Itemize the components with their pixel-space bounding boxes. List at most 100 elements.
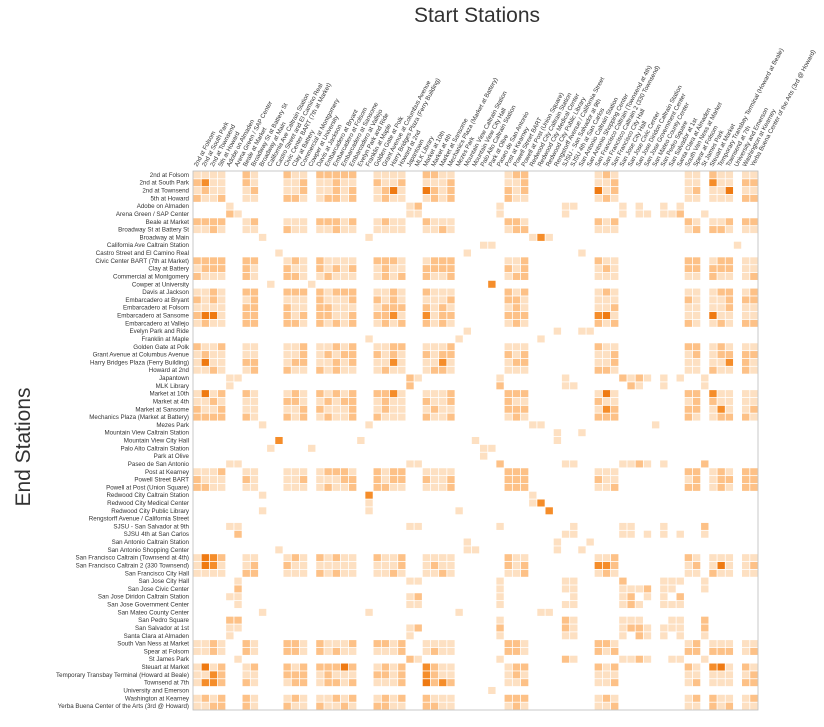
heatmap-cell (717, 483, 725, 491)
heatmap-cell (578, 327, 586, 335)
heatmap-cell (750, 483, 758, 491)
heatmap-cell (389, 702, 398, 710)
heatmap-cell (504, 702, 512, 710)
heatmap-cell (381, 312, 390, 320)
heatmap-cell (398, 351, 406, 359)
heatmap-cell (373, 468, 381, 476)
heatmap-cell (594, 296, 603, 304)
heatmap-cell (217, 468, 226, 476)
heatmap-cell (570, 460, 578, 468)
heatmap-cell (545, 507, 553, 515)
heatmap-cell (381, 218, 390, 226)
heatmap-cell (340, 304, 349, 312)
heatmap-cell (725, 366, 734, 374)
heatmap-cell (283, 187, 291, 195)
y-tick-label: Yerba Buena Center of the Arts (3rd @ Ho… (58, 703, 189, 710)
heatmap-cell (750, 640, 758, 648)
heatmap-cell (283, 702, 291, 710)
heatmap-cell (725, 561, 734, 569)
heatmap-cell (193, 265, 201, 273)
heatmap-cell (709, 226, 717, 234)
heatmap-cell (611, 694, 619, 702)
heatmap-cell (209, 358, 218, 366)
heatmap-cell (471, 546, 480, 554)
heatmap-cell (430, 405, 439, 413)
heatmap-cell (389, 561, 398, 569)
heatmap-cell (201, 405, 209, 413)
heatmap-cell (725, 312, 734, 320)
heatmap-cell (316, 343, 324, 351)
heatmap-cell (226, 460, 234, 468)
heatmap-cell (291, 179, 300, 187)
heatmap-cell (742, 296, 750, 304)
heatmap-cell (439, 194, 447, 202)
heatmap-cell (520, 179, 529, 187)
heatmap-cell (283, 647, 291, 655)
heatmap-cell (234, 460, 242, 468)
heatmap-cell (635, 655, 643, 663)
heatmap-cell (209, 483, 218, 491)
heatmap-cell (324, 304, 332, 312)
heatmap-cell (406, 522, 414, 530)
heatmap-cell (529, 491, 537, 499)
heatmap-cell (275, 546, 283, 554)
heatmap-cell (439, 319, 447, 327)
heatmap-cell (373, 476, 381, 484)
heatmap-cell (422, 561, 431, 569)
heatmap-cell (684, 272, 693, 280)
heatmap-cell (242, 468, 250, 476)
heatmap-cell (348, 312, 357, 320)
heatmap-cell (242, 351, 250, 359)
heatmap-cell (520, 351, 529, 359)
heatmap-cell (414, 601, 422, 609)
y-tick-label: Rengstorff Avenue / California Street (89, 516, 189, 523)
heatmap-cell (619, 530, 627, 538)
heatmap-cell (324, 476, 332, 484)
heatmap-cell (570, 632, 578, 640)
heatmap-cell (258, 421, 267, 429)
heatmap-cell (709, 218, 717, 226)
heatmap-cell (504, 218, 512, 226)
heatmap-cell (201, 679, 209, 687)
heatmap-cell (496, 374, 504, 382)
heatmap-cell (725, 351, 734, 359)
heatmap-cell (348, 569, 357, 577)
heatmap-cell (430, 397, 439, 405)
heatmap-cell (627, 601, 635, 609)
heatmap-cell (283, 554, 291, 562)
heatmap-cell (332, 179, 340, 187)
heatmap-cell (193, 405, 201, 413)
heatmap-cell (692, 679, 701, 687)
heatmap-cell (406, 624, 414, 632)
heatmap-cell (439, 405, 447, 413)
heatmap-cell (439, 257, 447, 265)
heatmap-cell (684, 226, 693, 234)
heatmap-cell (750, 366, 758, 374)
heatmap-cell (373, 319, 381, 327)
chart-title: Start Stations (414, 4, 540, 27)
heatmap-cell (725, 694, 734, 702)
heatmap-cell (209, 468, 218, 476)
heatmap-cell (193, 187, 201, 195)
heatmap-cell (398, 288, 406, 296)
heatmap-cell (586, 327, 594, 335)
heatmap-cell (299, 663, 308, 671)
heatmap-cell (504, 351, 512, 359)
heatmap-cell (242, 257, 250, 265)
heatmap-cell (422, 257, 431, 265)
heatmap-cell (439, 187, 447, 195)
heatmap-cell (316, 694, 324, 702)
y-tick-label: San Jose City Hall (138, 578, 189, 585)
heatmap-cell (643, 655, 652, 663)
heatmap-cell (676, 374, 684, 382)
heatmap-cell (709, 640, 717, 648)
heatmap-cell (701, 585, 709, 593)
heatmap-cell (750, 296, 758, 304)
heatmap-cell (422, 663, 431, 671)
heatmap-cell (602, 272, 611, 280)
heatmap-cell (439, 554, 447, 562)
heatmap-cell (447, 366, 455, 374)
heatmap-cell (430, 640, 439, 648)
heatmap-cell (602, 397, 611, 405)
heatmap-cell (455, 335, 463, 343)
